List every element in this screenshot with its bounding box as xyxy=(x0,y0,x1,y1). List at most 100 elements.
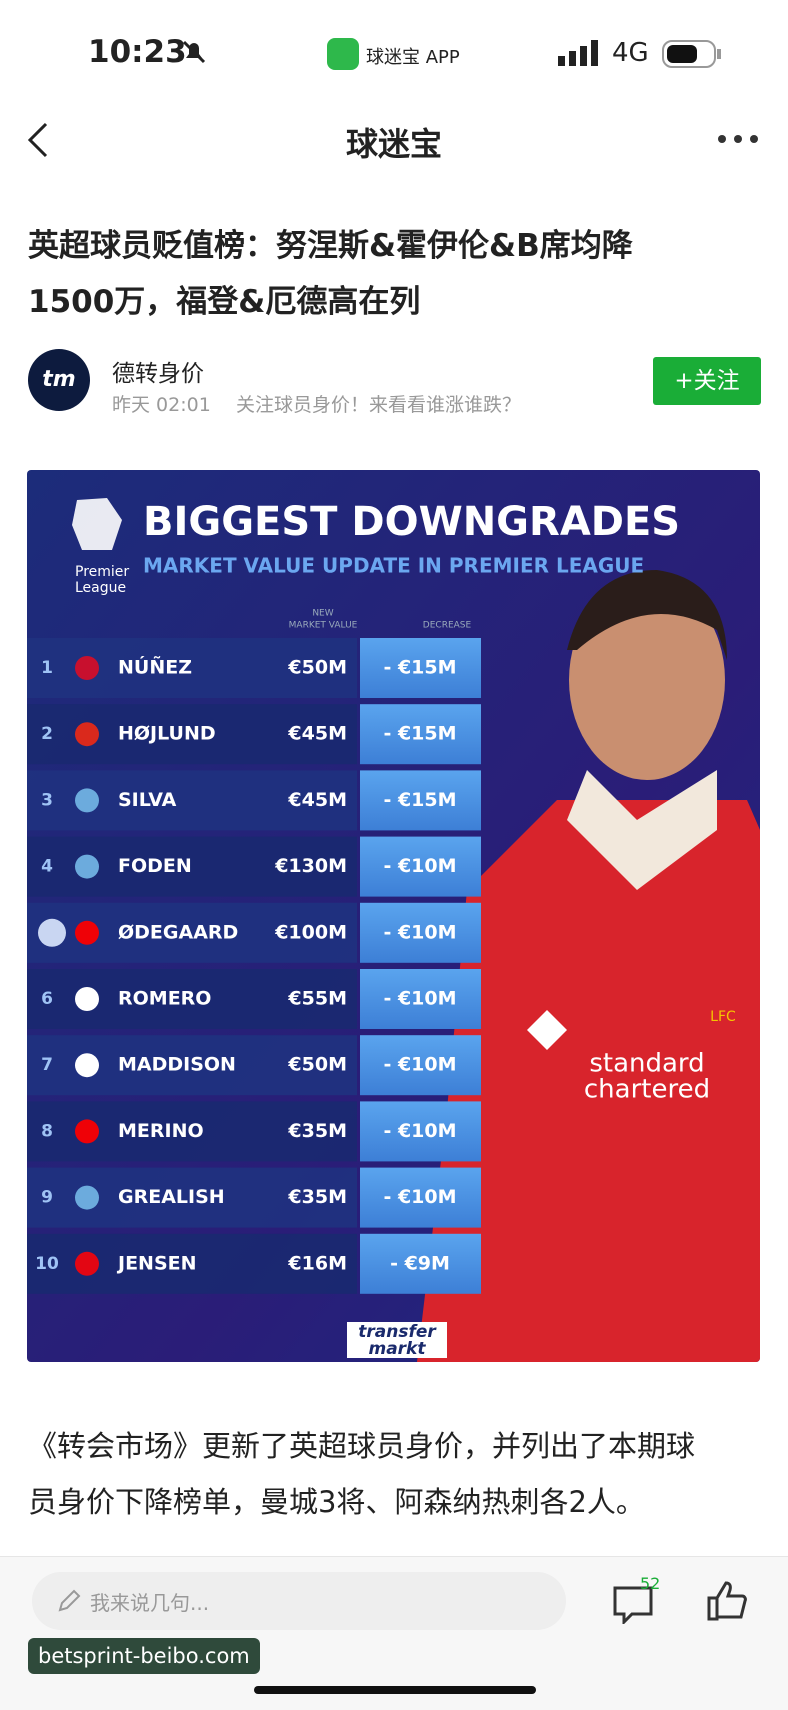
decrease-cell xyxy=(360,836,481,897)
market-value: €45M xyxy=(287,723,347,745)
decrease: - €10M xyxy=(383,1120,456,1142)
column-header: DECREASE xyxy=(423,621,472,631)
rank: 6 xyxy=(41,989,53,1009)
market-value: €50M xyxy=(287,657,347,679)
app-name: 球迷宝 APP xyxy=(366,47,460,68)
club-logo xyxy=(75,788,99,813)
mute-icon xyxy=(182,40,206,64)
decrease-cell xyxy=(360,638,481,698)
league: Premier xyxy=(75,564,129,580)
decrease: - €10M xyxy=(383,1186,456,1208)
rank: 2 xyxy=(41,724,53,744)
player-name: ROMERO xyxy=(118,988,211,1010)
network: 4G xyxy=(612,38,649,68)
rank: 8 xyxy=(41,1121,53,1141)
league: League xyxy=(75,580,126,596)
meta-text: 关注球员身价！来看看谁涨谁跌？ xyxy=(236,394,522,416)
decrease: - €10M xyxy=(383,988,456,1010)
more-button[interactable] xyxy=(716,132,760,146)
comment-placeholder: 我来说几句... xyxy=(90,1591,210,1615)
brand: markt xyxy=(368,1339,426,1359)
like-button[interactable] xyxy=(706,1580,748,1622)
infographic-subtitle: MARKET VALUE UPDATE IN PREMIER LEAGUE xyxy=(143,554,644,578)
avatar: tm xyxy=(28,349,90,411)
author: 德转身价 xyxy=(112,361,204,387)
player-name: NÚÑEZ xyxy=(118,655,192,679)
club-logo xyxy=(75,854,99,879)
back-icon xyxy=(38,918,66,947)
sponsor: standard xyxy=(589,1049,704,1079)
decrease: - €15M xyxy=(383,723,456,745)
club-logo xyxy=(75,1251,99,1276)
player-name: SILVA xyxy=(118,789,177,811)
brand: transfer xyxy=(358,1322,437,1342)
comment-input[interactable] xyxy=(32,1572,566,1630)
meta-time: 昨天 02:01 xyxy=(112,394,211,416)
club-logo xyxy=(75,987,99,1011)
club-logo xyxy=(75,656,99,680)
decrease-cell xyxy=(360,1101,481,1162)
back-button[interactable] xyxy=(24,120,52,160)
market-value: €35M xyxy=(287,1186,347,1208)
decrease: - €10M xyxy=(383,921,456,943)
article-body: 《转会市场》更新了英超球员身价，并列出了本期球 员身价下降榜单，曼城3将、阿森纳… xyxy=(28,1418,695,1530)
infographic: standard chartered LFC Premier League BI… xyxy=(27,470,760,1362)
decrease: - €10M xyxy=(383,1054,456,1076)
club-logo xyxy=(75,722,99,747)
decrease-cell xyxy=(360,770,481,831)
player-name: GREALISH xyxy=(118,1186,225,1208)
player-name: JENSEN xyxy=(116,1252,197,1274)
battery xyxy=(662,40,721,68)
rank: 3 xyxy=(41,790,53,810)
nav-title: 球迷宝 xyxy=(345,125,442,163)
column-header: MARKET VALUE xyxy=(289,621,358,631)
signal xyxy=(558,40,598,66)
market-value: €55M xyxy=(287,988,347,1010)
market-value: €35M xyxy=(287,1120,347,1142)
comment-icon[interactable] xyxy=(612,1584,656,1624)
decrease-cell xyxy=(360,902,481,963)
player-name: MADDISON xyxy=(118,1054,236,1076)
rank: 10 xyxy=(35,1254,59,1274)
decrease-cell xyxy=(360,1167,481,1228)
player-name: FODEN xyxy=(118,855,192,877)
club-logo xyxy=(75,1053,99,1078)
market-value: €45M xyxy=(287,789,347,811)
title-line: 1500万，福登&厄德高在列 xyxy=(28,284,421,320)
player-name: HØJLUND xyxy=(118,723,216,745)
rank: 7 xyxy=(41,1055,53,1075)
follow-button[interactable]: +关注 xyxy=(653,357,761,405)
infographic-title: BIGGEST DOWNGRADES xyxy=(143,499,680,545)
player-name: ØDEGAARD xyxy=(118,921,238,943)
market-value: €130M xyxy=(274,855,347,877)
club-logo xyxy=(75,920,99,945)
body-line: 员身价下降榜单，曼城3将、阿森纳热刺各2人。 xyxy=(28,1485,645,1519)
body-line: 《转会市场》更新了英超球员身价，并列出了本期球 xyxy=(28,1429,696,1463)
home-indicator xyxy=(254,1686,536,1694)
article-title: 英超球员贬值榜：努涅斯&霍伊伦&B席均降 1500万，福登&厄德高在列 xyxy=(28,218,633,330)
decrease-cell xyxy=(360,969,481,1029)
decrease-cell xyxy=(360,1035,481,1096)
player-name: MERINO xyxy=(118,1120,204,1142)
pen-icon xyxy=(58,1589,81,1612)
watermark: betsprint-beibo.com xyxy=(28,1638,260,1674)
market-value: €50M xyxy=(287,1054,347,1076)
time: 10:23 xyxy=(88,34,187,70)
market-value: €100M xyxy=(274,921,347,943)
decrease: - €10M xyxy=(383,855,456,877)
decrease-cell xyxy=(360,704,481,765)
comment-count: 52 xyxy=(640,1574,661,1593)
rank: 9 xyxy=(41,1188,53,1208)
crest: LFC xyxy=(710,1009,736,1025)
title-line: 英超球员贬值榜：努涅斯&霍伊伦&B席均降 xyxy=(28,228,633,264)
club-logo xyxy=(75,1119,99,1144)
decrease-cell xyxy=(360,1233,481,1294)
column-header: NEW xyxy=(312,609,333,619)
sponsor: chartered xyxy=(584,1075,710,1105)
rank: 4 xyxy=(41,857,53,877)
decrease: - €9M xyxy=(390,1252,450,1274)
decrease: - €15M xyxy=(383,789,456,811)
decrease: - €15M xyxy=(383,657,456,679)
market-value: €16M xyxy=(287,1252,347,1274)
